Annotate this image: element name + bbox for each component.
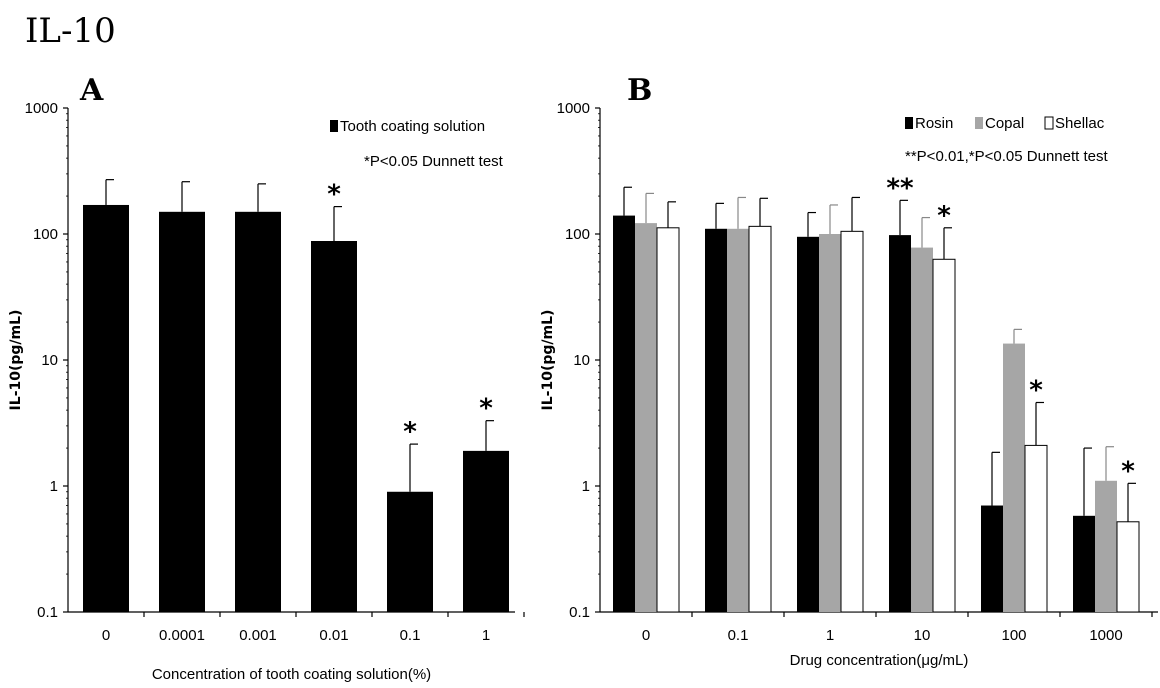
pb-ytick-label: 0.1 <box>569 604 590 621</box>
pa-xtick-label: 1 <box>482 627 490 644</box>
pa-legend-label: Tooth coating solution <box>340 118 485 135</box>
pa-letter: A <box>79 73 104 108</box>
pa-bar-tooth-coating-solution <box>387 491 433 612</box>
pb-xtick-label: 10 <box>914 627 931 644</box>
pb-significance-marker: ** <box>886 173 914 203</box>
pb-bar-copal <box>911 247 933 613</box>
pb-bar-copal <box>635 223 657 613</box>
pb-bar-rosin <box>1073 515 1095 612</box>
pa-xtick-label: 0 <box>102 627 110 644</box>
pa-ytick-label: 100 <box>33 226 58 243</box>
pb-ylabel: IL-10(pg/mL) <box>540 310 556 411</box>
pb-xlabel: Drug concentration(μg/mL) <box>790 652 969 669</box>
pb-ytick-label: 100 <box>565 226 590 243</box>
pb-ytick-label: 10 <box>573 352 590 369</box>
pb-bar-shellac <box>656 227 680 613</box>
pb-significance-marker: * <box>1029 375 1043 405</box>
pa-xtick-label: 0.1 <box>400 627 421 644</box>
pa-ytick-label: 1 <box>50 478 58 495</box>
pb-letter: B <box>627 73 652 108</box>
pa-ytick-label: 1000 <box>25 100 58 117</box>
pb-bar-rosin <box>797 236 819 612</box>
pb-significance-marker: * <box>937 201 951 231</box>
pb-bar-copal <box>727 228 749 612</box>
pb-bar-shellac <box>840 230 864 613</box>
pa-bar-tooth-coating-solution <box>235 211 281 612</box>
pb-bar-rosin <box>613 215 635 612</box>
pa-xtick-label: 0.0001 <box>159 627 205 644</box>
pb-xtick-label: 0.1 <box>728 627 749 644</box>
pb-legend-label: Shellac <box>1055 115 1105 132</box>
pa-ytick-label: 10 <box>41 352 58 369</box>
pb-bar-rosin <box>889 235 911 612</box>
pa-significance-marker: * <box>403 417 417 447</box>
pa-legend-note: *P<0.05 Dunnett test <box>364 153 504 170</box>
pb-xtick-label: 1 <box>826 627 834 644</box>
pa-bar-tooth-coating-solution <box>159 211 205 612</box>
pa-legend-swatch <box>330 120 338 132</box>
pb-bar-shellac <box>1024 444 1048 613</box>
pa-bar-tooth-coating-solution <box>463 450 509 612</box>
pb-xtick-label: 100 <box>1001 627 1026 644</box>
pb-xtick-label: 0 <box>642 627 650 644</box>
pb-legend-note: **P<0.01,*P<0.05 Dunnett test <box>905 148 1108 165</box>
pa-xlabel: Concentration of tooth coating solution(… <box>152 666 431 683</box>
pb-legend-swatch <box>975 117 983 129</box>
pa-ylabel: IL-10(pg/mL) <box>8 310 24 411</box>
pa-xtick-label: 0.01 <box>319 627 348 644</box>
pb-legend-label: Copal <box>985 115 1024 132</box>
panel-a: A 0.1 1 10 100 1000 IL-10(pg/mL) 0 0.0001 0.001 0.… <box>8 73 525 683</box>
pa-bar-tooth-coating-solution <box>83 204 129 612</box>
pb-ytick-label: 1000 <box>557 100 590 117</box>
pa-ytick-label: 0.1 <box>37 604 58 621</box>
pa-significance-marker: * <box>327 180 341 210</box>
pb-bar-shellac <box>932 258 956 613</box>
pa-xtick-label: 0.001 <box>239 627 277 644</box>
pb-bar-copal <box>1003 343 1025 612</box>
pb-bar-rosin <box>981 505 1003 612</box>
pb-bar-rosin <box>705 228 727 612</box>
pb-legend-swatch <box>905 117 913 129</box>
pb-bar-copal <box>1095 480 1117 612</box>
pb-xtick-label: 1000 <box>1089 627 1122 644</box>
pb-significance-marker: * <box>1121 456 1135 486</box>
pb-legend-swatch <box>1044 116 1054 130</box>
pb-bar-copal <box>819 234 841 612</box>
pb-legend-label: Rosin <box>915 115 953 132</box>
pb-bar-shellac <box>748 225 772 613</box>
pb-ytick-label: 1 <box>582 478 590 495</box>
pb-bar-shellac <box>1116 521 1140 613</box>
pa-significance-marker: * <box>479 394 493 424</box>
figure-title: IL-10 <box>25 11 116 51</box>
pa-bar-tooth-coating-solution <box>311 240 357 612</box>
